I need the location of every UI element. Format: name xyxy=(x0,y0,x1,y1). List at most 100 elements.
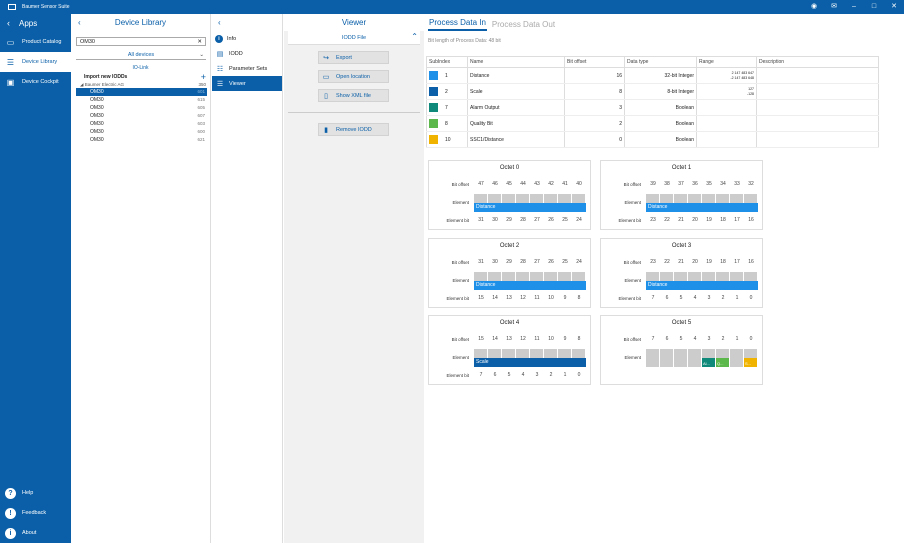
mail-icon[interactable]: ✉ xyxy=(831,3,837,10)
element-bit-value: 21 xyxy=(678,217,684,223)
element-bar[interactable]: Distance xyxy=(646,203,758,212)
col-header[interactable]: Bit offset xyxy=(564,56,625,68)
minimize-button[interactable]: – xyxy=(852,3,856,10)
device-list-item[interactable]: OM30 601 xyxy=(76,88,207,96)
col-header[interactable]: Data type xyxy=(624,56,697,68)
bit-offset-cell: 8 xyxy=(564,83,625,100)
feedback-icon: ! xyxy=(5,507,16,519)
col-header[interactable]: Range xyxy=(696,56,757,68)
bit-offset-value: 24 xyxy=(576,259,582,265)
open-location-button[interactable]: ▭ Open location xyxy=(318,70,389,83)
device-list-item[interactable]: OM30 621 xyxy=(76,136,207,144)
show-xml-button[interactable]: ▯ Show XML file xyxy=(318,89,389,102)
element-bit-value: 23 xyxy=(650,217,656,223)
table-row[interactable]: 2 Scale 8 8-bit Integer 127 -128 xyxy=(426,83,879,100)
element-cell[interactable]: Al... xyxy=(702,358,715,367)
account-icon[interactable]: ◉ xyxy=(810,3,818,10)
description-cell xyxy=(756,67,879,84)
search-input[interactable]: OM30 ✕ xyxy=(76,37,206,46)
data-type-cell: Boolean xyxy=(624,115,697,132)
back-chevron-icon[interactable]: ‹ xyxy=(78,18,81,27)
bit-offset-value: 9 xyxy=(563,336,567,342)
element-cell[interactable]: Q... xyxy=(716,358,729,367)
device-list-item[interactable]: OM30 603 xyxy=(76,120,207,128)
nav-item-info[interactable]: i Info xyxy=(212,31,282,46)
col-header[interactable]: SubIndex xyxy=(426,56,468,68)
element-gray-row xyxy=(474,194,586,203)
element-bar[interactable]: Distance xyxy=(474,203,586,212)
folder-icon: ▭ xyxy=(322,73,330,81)
about-icon: i xyxy=(5,527,16,539)
device-number: 607 xyxy=(197,113,205,118)
bit-offset-cell: 2 xyxy=(564,115,625,132)
nav-item-label: Parameter Sets xyxy=(229,65,268,72)
apps-header[interactable]: ‹ Apps xyxy=(0,14,71,32)
chevron-left-icon[interactable]: ‹ xyxy=(7,18,10,28)
add-icon[interactable]: + xyxy=(200,72,206,82)
device-list-item[interactable]: OM30 607 xyxy=(76,112,207,120)
device-list-item[interactable]: OM30 615 xyxy=(76,96,207,104)
nav-item-iodd[interactable]: ▤ IODD xyxy=(212,46,282,61)
element-bit-value: 18 xyxy=(720,217,726,223)
bit-offset-value: 38 xyxy=(664,181,670,187)
vendor-name: ◢ Baumer Electric AG xyxy=(80,82,124,87)
import-iodds-row[interactable]: Import new IODDs + xyxy=(71,73,210,82)
bit-offset-value: 41 xyxy=(562,181,568,187)
element-bit-value: 17 xyxy=(734,217,740,223)
element-bit-value: 30 xyxy=(492,217,498,223)
app-item-device-cockpit[interactable]: ▣ Device Cockpit xyxy=(0,72,71,92)
trash-icon: ▮ xyxy=(324,126,328,134)
maximize-button[interactable]: □ xyxy=(871,3,877,10)
device-list-item[interactable]: OM30 600 xyxy=(76,128,207,136)
back-chevron-icon[interactable]: ‹ xyxy=(218,18,221,27)
iodd-file-header[interactable]: IODD File ⌃ xyxy=(288,31,420,45)
data-type-cell: Boolean xyxy=(624,99,697,116)
book-icon: ▭ xyxy=(6,37,15,47)
help-item[interactable]: ? Help xyxy=(0,483,71,503)
color-swatch xyxy=(429,71,438,80)
tab-process-data-out[interactable]: Process Data Out xyxy=(491,20,556,29)
element-bit-value: 15 xyxy=(478,295,484,301)
bit-offset-value: 10 xyxy=(548,336,554,342)
table-row[interactable]: 10 SSC1/Distance 0 Boolean xyxy=(426,131,879,148)
chevron-down-icon: ⌄ xyxy=(199,52,204,58)
tab-process-data-in[interactable]: Process Data In xyxy=(428,18,487,31)
subindex-cell: 8 xyxy=(426,115,468,132)
remove-iodd-button[interactable]: ▮ Remove IODD xyxy=(318,123,389,136)
nav-item-parameter-sets[interactable]: ☷ Parameter Sets xyxy=(212,61,282,76)
bit-offset-value: 31 xyxy=(478,259,484,265)
element-bar[interactable]: Distance xyxy=(646,281,758,290)
device-list-item[interactable]: OM30 605 xyxy=(76,104,207,112)
vendor-count: 350 xyxy=(198,82,206,87)
about-item[interactable]: i About xyxy=(0,523,71,543)
element-bar[interactable]: Scale xyxy=(474,358,586,367)
export-button[interactable]: ↪ Export xyxy=(318,51,389,64)
table-row[interactable]: 7 Alarm Output 3 Boolean xyxy=(426,99,879,116)
bit-offset-value: 26 xyxy=(548,259,554,265)
bit-offset-label: Bit offset xyxy=(451,260,469,265)
library-search-icon: ☰ xyxy=(6,57,15,67)
feedback-item[interactable]: ! Feedback xyxy=(0,503,71,523)
vendor-row[interactable]: ◢ Baumer Electric AG 350 xyxy=(71,82,210,88)
col-header[interactable]: Name xyxy=(467,56,565,68)
col-header[interactable]: Description xyxy=(756,56,879,68)
range-cell xyxy=(696,115,757,132)
element-cell[interactable]: S... xyxy=(744,358,757,367)
element-bar[interactable]: Distance xyxy=(474,281,586,290)
bit-offset-value: 13 xyxy=(506,336,512,342)
nav-item-viewer[interactable]: ☰ Viewer xyxy=(212,76,282,91)
device-name: OM30 xyxy=(90,137,104,143)
export-label: Export xyxy=(336,54,352,61)
name-cell: Quality Bit xyxy=(467,115,565,132)
divider xyxy=(288,112,420,113)
table-row[interactable]: 8 Quality Bit 2 Boolean xyxy=(426,115,879,132)
range-cell: 2 147 483 647 -2 147 483 648 xyxy=(696,67,757,84)
table-row[interactable]: 1 Distance 16 32-bit Integer 2 147 483 647 -2… xyxy=(426,67,879,84)
clear-icon[interactable]: ✕ xyxy=(197,38,202,45)
chevron-up-icon[interactable]: ⌃ xyxy=(411,32,418,41)
close-button[interactable]: ✕ xyxy=(891,3,897,10)
device-filter-select[interactable]: All devices ⌄ xyxy=(76,50,206,60)
app-item-device-library[interactable]: ☰ Device Library xyxy=(0,52,71,72)
color-swatch xyxy=(429,119,438,128)
app-item-product-catalog[interactable]: ▭ Product Catalog xyxy=(0,32,71,52)
